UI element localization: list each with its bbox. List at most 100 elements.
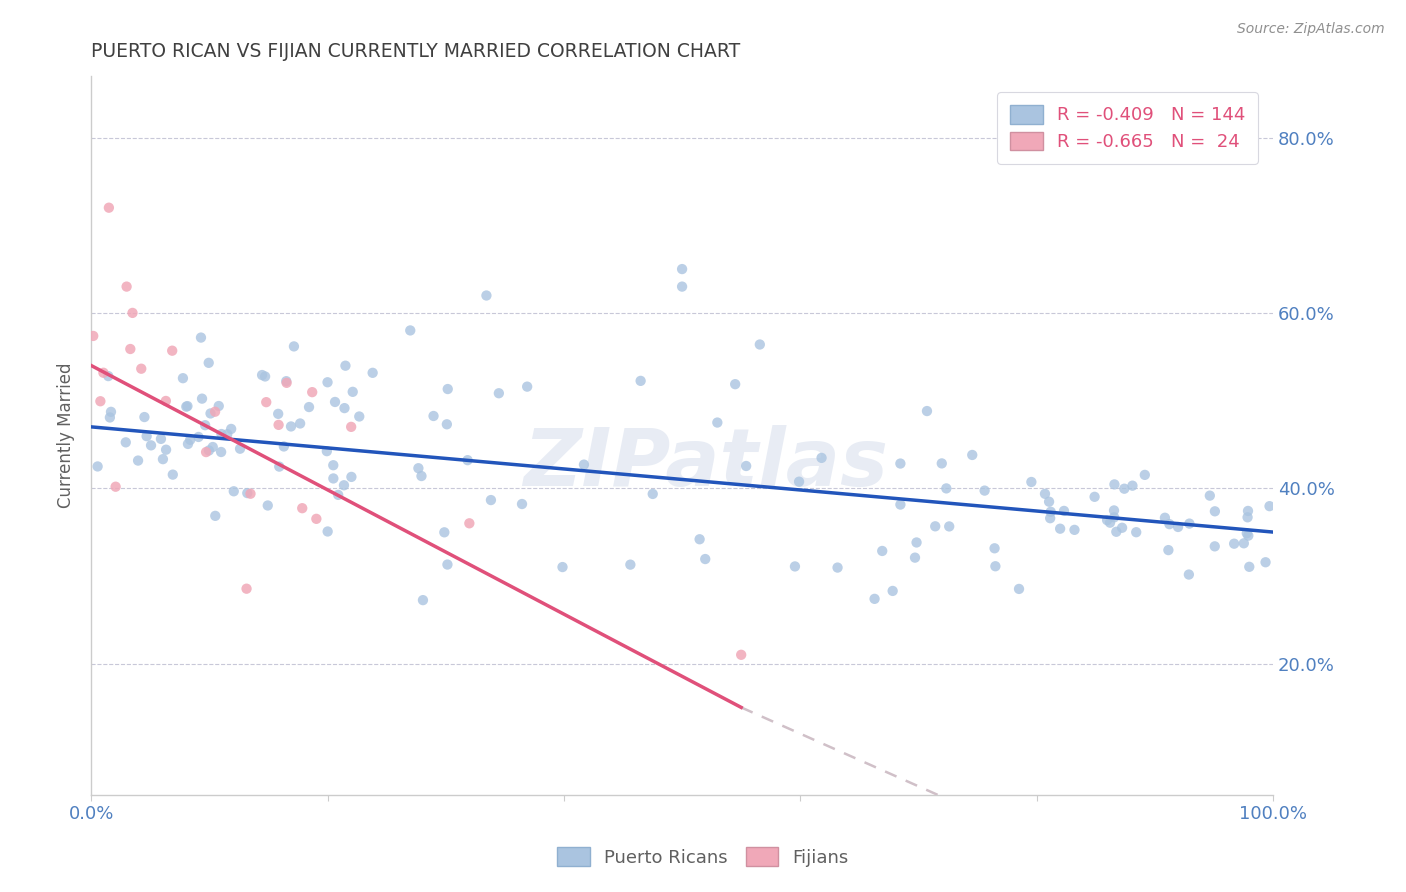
Point: [283, 339, 305, 353]
Point: [689, 533, 711, 547]
Point: [572, 458, 595, 472]
Point: [1233, 536, 1256, 550]
Point: [276, 376, 298, 390]
Point: [340, 420, 363, 434]
Point: [291, 501, 314, 516]
Point: [152, 452, 174, 467]
Point: [1039, 511, 1062, 525]
Point: [1204, 539, 1226, 553]
Point: [1159, 517, 1181, 532]
Point: [1198, 489, 1220, 503]
Point: [1157, 543, 1180, 558]
Point: [86, 459, 108, 474]
Point: [983, 541, 1005, 556]
Point: [863, 591, 886, 606]
Point: [315, 444, 337, 458]
Point: [204, 508, 226, 523]
Point: [641, 487, 664, 501]
Point: [229, 442, 252, 456]
Point: [342, 384, 364, 399]
Point: [208, 399, 231, 413]
Point: [1063, 523, 1085, 537]
Point: [139, 438, 162, 452]
Point: [254, 395, 277, 409]
Point: [1021, 475, 1043, 489]
Point: [1236, 510, 1258, 524]
Point: [433, 525, 456, 540]
Point: [1223, 537, 1246, 551]
Point: [1178, 567, 1201, 582]
Point: [174, 400, 197, 414]
Point: [479, 493, 502, 508]
Point: [200, 406, 222, 420]
Text: ZIPatlas: ZIPatlas: [523, 425, 889, 503]
Point: [191, 392, 214, 406]
Point: [179, 433, 201, 447]
Point: [827, 560, 849, 574]
Point: [735, 458, 758, 473]
Point: [104, 480, 127, 494]
Point: [984, 559, 1007, 574]
Point: [730, 648, 752, 662]
Point: [361, 366, 384, 380]
Point: [1114, 482, 1136, 496]
Point: [915, 404, 938, 418]
Point: [322, 458, 344, 473]
Point: [120, 342, 142, 356]
Point: [882, 583, 904, 598]
Point: [1154, 510, 1177, 524]
Point: [422, 409, 444, 423]
Point: [1258, 499, 1281, 513]
Point: [1053, 504, 1076, 518]
Text: Source: ZipAtlas.com: Source: ZipAtlas.com: [1237, 22, 1385, 37]
Point: [619, 558, 641, 572]
Point: [889, 457, 911, 471]
Point: [510, 497, 533, 511]
Point: [82, 329, 104, 343]
Point: [269, 459, 291, 474]
Point: [1095, 513, 1118, 527]
Point: [458, 516, 481, 531]
Point: [1254, 555, 1277, 569]
Point: [322, 471, 344, 485]
Point: [211, 427, 233, 442]
Point: [114, 435, 136, 450]
Point: [671, 279, 693, 293]
Point: [1104, 477, 1126, 491]
Point: [931, 457, 953, 471]
Point: [457, 453, 479, 467]
Point: [488, 386, 510, 401]
Point: [187, 430, 209, 444]
Point: [475, 288, 498, 302]
Point: [960, 448, 983, 462]
Point: [276, 374, 298, 388]
Point: [1102, 503, 1125, 517]
Y-axis label: Currently Married: Currently Married: [58, 363, 75, 508]
Point: [98, 410, 121, 425]
Point: [250, 368, 273, 382]
Point: [134, 410, 156, 425]
Point: [1237, 504, 1260, 518]
Point: [190, 330, 212, 344]
Point: [1099, 516, 1122, 530]
Point: [305, 512, 328, 526]
Point: [1178, 516, 1201, 531]
Point: [973, 483, 995, 498]
Point: [870, 544, 893, 558]
Point: [924, 519, 946, 533]
Point: [197, 356, 219, 370]
Point: [160, 343, 183, 358]
Point: [235, 582, 257, 596]
Point: [436, 417, 458, 432]
Point: [219, 422, 242, 436]
Point: [1038, 494, 1060, 508]
Point: [115, 279, 138, 293]
Point: [316, 376, 339, 390]
Point: [129, 361, 152, 376]
Point: [706, 416, 728, 430]
Point: [273, 440, 295, 454]
Point: [177, 437, 200, 451]
Point: [97, 201, 120, 215]
Point: [516, 379, 538, 393]
Point: [408, 461, 430, 475]
